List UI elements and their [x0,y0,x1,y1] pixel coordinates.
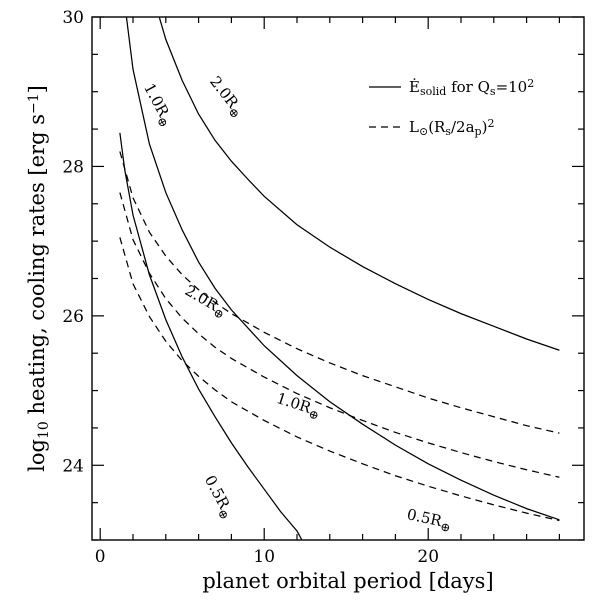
x-tick-label: 10 [253,547,275,567]
curve-label-dashed-4: 1.0R⊕ [273,389,322,423]
series-group [119,17,560,540]
legend-dashed-label: L⊙(Rs/2ap)2 [409,117,494,138]
curve-label-solid-1: 1.0R⊕ [138,80,177,130]
curve-label-solid-0: 2.0R⊕ [204,73,248,121]
x-tick-label: 20 [417,547,439,567]
series-line-solid-1 [125,17,560,521]
legend-solid-label: Ėsolid for Qs=102 [409,77,534,98]
y-axis-title: log10 heating, cooling rates [erg s−1] [25,85,52,472]
series-line-dashed-3 [119,151,560,434]
series-line-dashed-4 [119,192,560,478]
x-tick-label: 0 [95,547,106,567]
y-tick-label: 30 [62,8,84,28]
series-line-solid-2 [119,132,303,540]
y-tick-label: 28 [62,157,84,177]
series-line-dashed-5 [119,237,560,522]
y-tick-label: 26 [62,307,84,327]
curve-label-solid-2: 0.5R⊕ [199,472,238,522]
series-line-solid-0 [158,17,560,351]
y-tick-label: 24 [62,456,84,476]
x-axis-title: planet orbital period [days] [202,569,493,593]
curve-label-dashed-5: 0.5R⊕ [405,505,454,535]
curve-label-dashed-3: 2.0R⊕ [181,281,230,321]
